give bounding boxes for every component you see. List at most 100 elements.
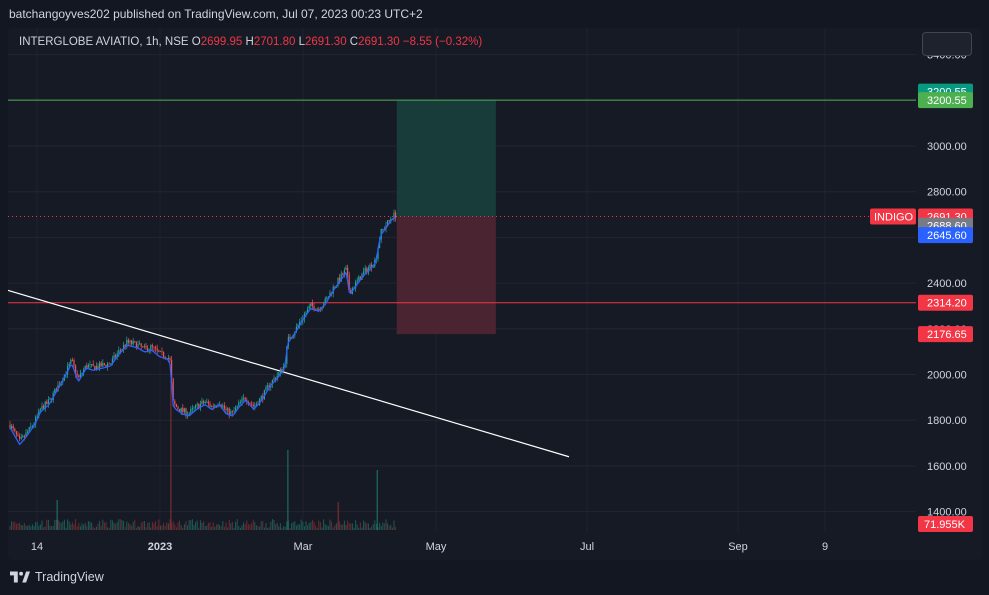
volume-bar <box>335 523 337 530</box>
volume-bar <box>199 520 201 530</box>
candle-body <box>129 340 131 343</box>
candle-body <box>311 303 313 307</box>
volume-bar <box>121 520 123 530</box>
volume-bar <box>17 523 19 530</box>
candle-body <box>214 405 216 407</box>
candle-body <box>206 401 208 403</box>
volume-bar <box>382 522 384 530</box>
volume-bar <box>91 522 93 530</box>
candle-body <box>126 339 128 347</box>
candle-body <box>390 219 392 221</box>
candle-body <box>12 426 14 429</box>
volume-bar <box>110 519 112 530</box>
volume-bar <box>190 520 192 530</box>
volume-bar <box>276 523 278 530</box>
volume-bar <box>23 522 25 530</box>
volume-bar <box>89 521 91 530</box>
candle-body <box>151 345 153 347</box>
volume-spike <box>56 500 58 530</box>
volume-bar <box>356 524 358 530</box>
volume-bar <box>238 526 240 530</box>
volume-bar <box>148 522 150 530</box>
symbol-tag-box <box>870 208 916 225</box>
candle-body <box>30 426 32 428</box>
volume-bar <box>143 521 145 530</box>
candle-body <box>38 410 40 416</box>
position-tool[interactable] <box>396 100 496 335</box>
candle-body <box>233 410 235 412</box>
volume-bar <box>86 525 88 530</box>
candle-body <box>137 344 139 349</box>
candle-body <box>111 358 113 364</box>
candle-body <box>100 362 102 367</box>
volume-bar <box>25 525 27 530</box>
volume-bar <box>329 519 331 530</box>
candle-body <box>169 358 171 360</box>
time-tick-label: 14 <box>31 541 43 553</box>
volume-bar <box>147 522 149 530</box>
volume-bar <box>377 527 379 530</box>
candle-body <box>279 368 281 373</box>
candle-body <box>212 405 214 407</box>
volume-bar <box>46 519 48 530</box>
candle-body <box>230 411 232 415</box>
candle-body <box>278 372 280 376</box>
volume-bar <box>262 521 264 530</box>
candle-body <box>20 437 22 439</box>
volume-bar <box>116 522 118 530</box>
volume-bar <box>175 527 177 530</box>
candle-body <box>340 273 342 282</box>
volume-bar <box>374 520 376 530</box>
volume-bar <box>73 524 75 530</box>
candle-body <box>43 405 45 410</box>
legend-low-label: L <box>298 36 306 48</box>
price-scale-button[interactable] <box>922 32 972 56</box>
candle-body <box>97 366 99 369</box>
volume-bar <box>153 523 155 530</box>
candle-body <box>11 426 13 429</box>
candle-body <box>337 277 339 286</box>
volume-bar <box>19 522 21 530</box>
volume-bar <box>292 522 294 530</box>
volume-bar <box>52 525 54 530</box>
candle-body <box>180 407 182 412</box>
moving-average-line <box>9 217 396 446</box>
candle-body <box>236 405 238 408</box>
volume-bar <box>59 521 61 530</box>
volume-bar <box>139 526 141 530</box>
candle-body <box>115 355 117 358</box>
candle-body <box>313 306 315 310</box>
volume-bar <box>308 523 310 530</box>
volume-bar <box>372 523 374 530</box>
candle-body <box>204 401 206 403</box>
volume-bar <box>63 519 65 530</box>
candle-body <box>147 347 149 352</box>
volume-bar <box>275 524 277 530</box>
time-axis[interactable]: 14 2023 Mar May Jul Sep 9 <box>31 541 828 553</box>
volume-bar <box>47 519 49 530</box>
volume-bar <box>319 522 321 530</box>
candle-body <box>271 380 273 385</box>
volume-bar <box>383 523 385 530</box>
volume-bar <box>393 520 395 530</box>
candle-body <box>222 405 224 407</box>
price-label-text: 3200.55 <box>927 95 967 107</box>
volume-bar <box>79 526 81 530</box>
candle-body <box>95 366 97 371</box>
price-tick-label: 1600.00 <box>927 461 967 473</box>
volume-bar <box>236 519 238 530</box>
volume-bar <box>291 523 293 530</box>
volume-bar <box>111 520 113 530</box>
price-axis[interactable]: 1400.001600.001800.002000.002200.002400.… <box>927 50 967 519</box>
tradingview-logo[interactable]: TradingView <box>10 568 104 586</box>
volume-bar <box>355 520 357 530</box>
volume-bar <box>84 523 86 530</box>
candle-body <box>49 398 51 400</box>
volume-bar <box>169 519 171 530</box>
volume-bar <box>68 521 70 530</box>
candle-body <box>198 404 200 409</box>
volume-bar <box>369 527 371 530</box>
volume-bar <box>142 521 144 530</box>
drawing-lines[interactable] <box>7 99 916 458</box>
